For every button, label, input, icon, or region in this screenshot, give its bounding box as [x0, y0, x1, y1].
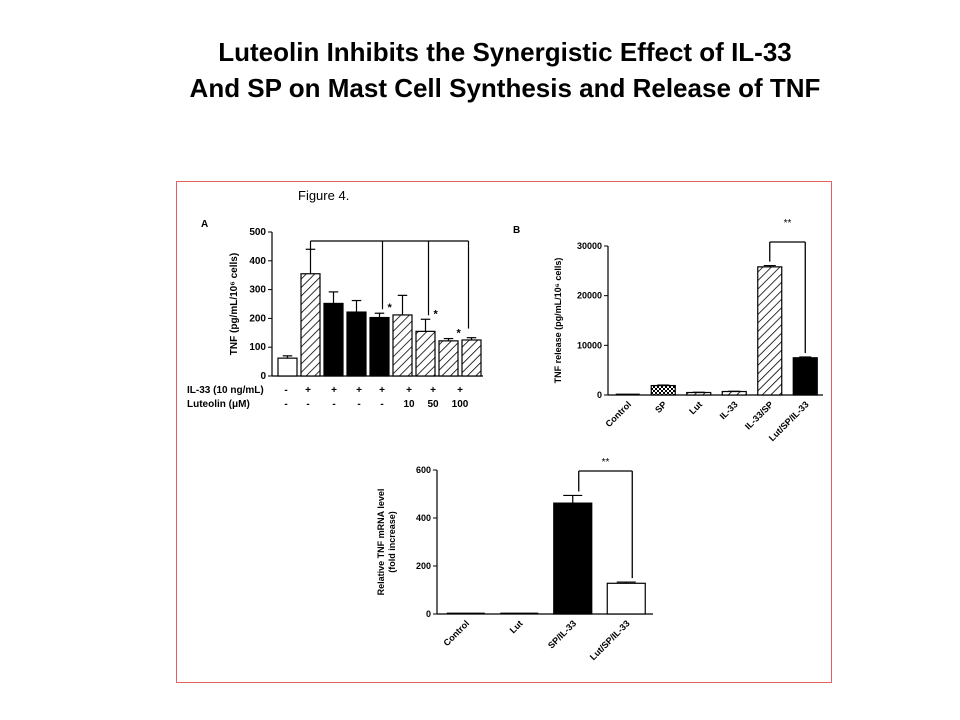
x-tick-label: Control [441, 618, 471, 648]
y-tick-label: 10000 [577, 340, 602, 350]
bar [438, 340, 459, 377]
significance-star: * [457, 328, 462, 340]
bar [650, 384, 676, 396]
panel-a-chart: A 0 100 200 300 400 500 TNF (pg/mL/10⁶ cells) * *… [187, 219, 483, 410]
bar [277, 357, 298, 377]
condition-value: - [357, 399, 360, 410]
panel-b-chart: B 0 10000 20000 30000 TNF release (pg/mL/10⁶ … [513, 218, 823, 443]
bar [461, 339, 482, 377]
bar [553, 502, 593, 615]
condition-value: + [406, 385, 412, 396]
x-tick-label: SP/IL-33 [546, 618, 578, 650]
condition-value: - [284, 385, 287, 396]
slide-title: Luteolin Inhibits the Synergistic Effect… [0, 34, 960, 106]
y-tick-label: 20000 [577, 291, 602, 301]
significance-star: * [388, 302, 393, 314]
y-tick-label: 400 [249, 256, 266, 267]
panel-label-b: B [513, 225, 520, 236]
x-tick-label: Control [603, 399, 633, 429]
bar [323, 302, 344, 377]
bar [606, 582, 646, 615]
y-tick-label: 0 [260, 371, 266, 382]
y-tick-label: 30000 [577, 241, 602, 251]
significance-label: ** [602, 457, 610, 468]
y-tick-label: 0 [597, 390, 602, 400]
y-axis-label-line-2: (fold increase) [387, 511, 397, 573]
condition-value: - [306, 399, 309, 410]
panel-label-a: A [201, 219, 208, 230]
panel-c-chart: 0 200 400 600 Relative TNF mRNA level (fold i… [376, 457, 653, 662]
y-axis-label: TNF release (pg/mL/10⁶ cells) [553, 258, 563, 384]
bar [686, 391, 712, 396]
slide-title-line-1: Luteolin Inhibits the Synergistic Effect… [218, 37, 792, 67]
condition-row-label: Luteolin (μM) [187, 399, 250, 410]
bar [392, 314, 413, 377]
condition-value: + [379, 385, 385, 396]
bar [721, 390, 747, 396]
condition-value: 10 [403, 399, 415, 410]
slide-title-line-2: And SP on Mast Cell Synthesis and Releas… [189, 73, 821, 103]
y-tick-label: 500 [249, 227, 266, 238]
condition-value: + [331, 385, 337, 396]
figure-label: Figure 4. [298, 188, 349, 203]
x-tick-label: IL-33 [718, 399, 740, 421]
y-tick-label: 400 [416, 513, 431, 523]
x-tick-label: SP [653, 399, 669, 415]
x-tick-label: Lut [508, 618, 525, 635]
condition-value: 100 [452, 399, 469, 410]
y-tick-label: 200 [249, 313, 266, 324]
figure-frame: Figure 4. A 0 100 200 300 400 500 TNF (pg/mL/10… [176, 181, 832, 683]
y-axis-label: TNF (pg/mL/10⁶ cells) [229, 253, 240, 355]
condition-value: + [430, 385, 436, 396]
condition-value: 50 [427, 399, 439, 410]
condition-value: - [284, 399, 287, 410]
bar [792, 357, 818, 396]
condition-value: - [332, 399, 335, 410]
bar [369, 316, 390, 377]
significance-label: ** [784, 218, 792, 229]
condition-value: + [305, 385, 311, 396]
condition-value: - [380, 399, 383, 410]
x-tick-label: IL-33/SP [743, 399, 775, 431]
condition-value: + [356, 385, 362, 396]
significance-star: * [434, 308, 439, 320]
y-axis-label-line-1: Relative TNF mRNA level [376, 489, 386, 596]
bar [346, 311, 367, 377]
y-tick-label: 200 [416, 561, 431, 571]
condition-row-label: IL-33 (10 ng/mL) [187, 385, 264, 396]
y-tick-label: 300 [249, 285, 266, 296]
x-tick-label: Lut/SP/IL-33 [588, 618, 632, 662]
bar [300, 273, 321, 377]
y-tick-label: 100 [249, 342, 266, 353]
bar [415, 330, 436, 377]
condition-value: + [457, 385, 463, 396]
x-tick-label: Lut [687, 399, 704, 416]
y-tick-label: 0 [426, 609, 431, 619]
y-tick-label: 600 [416, 465, 431, 475]
bar [757, 266, 783, 396]
